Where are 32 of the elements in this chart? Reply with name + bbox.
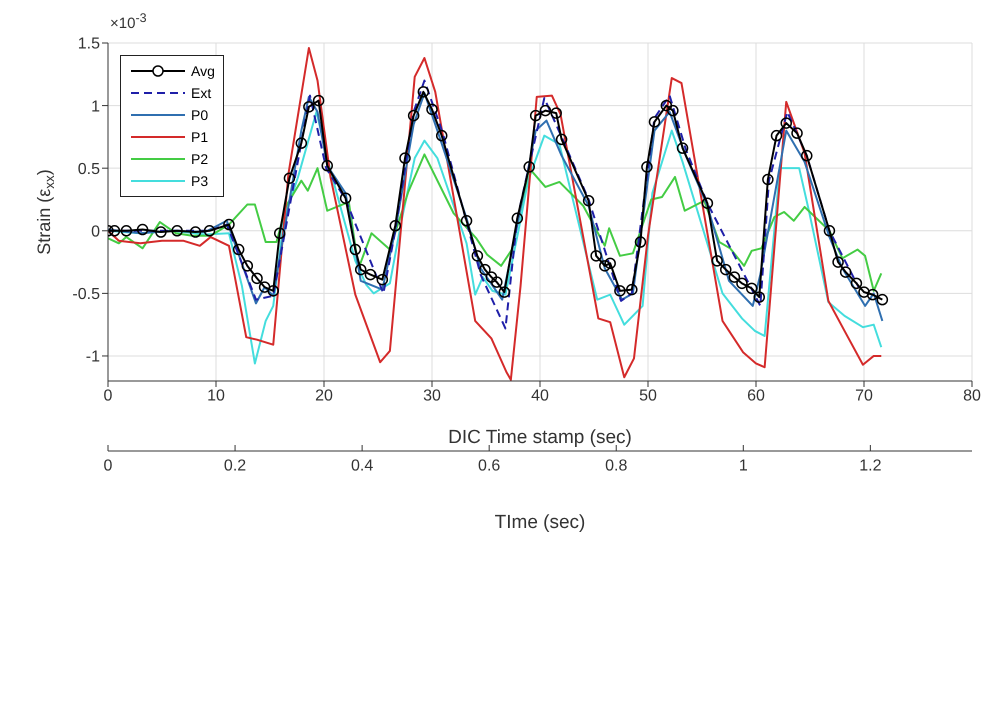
- x-axis-title: DIC Time stamp (sec): [448, 427, 632, 448]
- x-tick-label: 40: [531, 387, 549, 404]
- text: ×10$^{-3}$: [110, 11, 147, 32]
- y-tick-label: -0.5: [72, 286, 100, 304]
- y-tick-label: -1: [86, 348, 100, 366]
- legend-label: Ext: [191, 85, 212, 101]
- legend-label: P0: [191, 107, 208, 123]
- legend-label: Avg: [191, 63, 215, 79]
- x-tick-label: 50: [639, 387, 657, 404]
- x2-tick-label: 0.8: [605, 457, 628, 474]
- x2-tick-label: 0: [104, 457, 113, 474]
- y-tick-label: 0: [91, 223, 100, 240]
- legend-label: P2: [191, 151, 208, 167]
- x-tick-label: 20: [315, 387, 333, 404]
- x2-tick-label: 0.2: [224, 457, 246, 474]
- x-tick-label: 80: [963, 387, 981, 404]
- legend-label: P1: [191, 129, 208, 145]
- x-tick-label: 10: [207, 387, 225, 404]
- x-tick-label: 60: [747, 387, 765, 404]
- x-tick-label: 70: [855, 387, 873, 404]
- x2-tick-label: 1: [738, 457, 748, 474]
- line-series: [108, 47, 882, 381]
- x-tick-label: 30: [423, 387, 441, 404]
- y-tick-label: 1: [91, 98, 100, 116]
- x2-tick-label: 1.2: [859, 457, 882, 474]
- x2-tick-label: 0.4: [350, 457, 374, 474]
- x-tick-label: 0: [104, 387, 113, 404]
- legend-label: P3: [191, 173, 208, 189]
- x2-tick-label: 0.6: [478, 457, 500, 474]
- x2-axis-title: TIme (sec): [494, 512, 586, 533]
- y-tick-label: 1.5: [78, 36, 100, 53]
- y-tick-label: 0.5: [78, 160, 100, 178]
